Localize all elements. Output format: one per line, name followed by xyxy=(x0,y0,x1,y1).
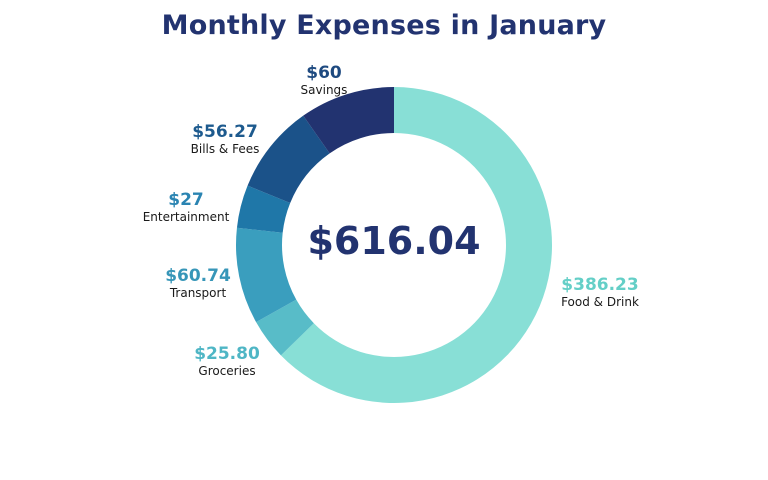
slice-groceries xyxy=(256,299,314,356)
total-amount: $616.04 xyxy=(307,219,480,263)
donut-slices xyxy=(236,87,552,403)
slice-value-label: $27 xyxy=(168,190,204,210)
slice-value-label: $25.80 xyxy=(194,344,260,364)
slice-category-label: Transport xyxy=(169,286,227,300)
slice-entertainment xyxy=(236,185,291,233)
chart-title: Monthly Expenses in January xyxy=(161,10,607,41)
slice-value-label: $60 xyxy=(306,63,342,83)
slice-category-label: Bills & Fees xyxy=(191,142,260,156)
slice-value-label: $56.27 xyxy=(192,122,258,142)
slice-category-label: Savings xyxy=(301,83,348,97)
slice-savings xyxy=(303,87,394,154)
slice-food-drink xyxy=(280,87,552,403)
slice-value-label: $60.74 xyxy=(165,266,231,286)
slice-bills-fees xyxy=(247,115,330,203)
slice-transport xyxy=(236,227,297,323)
slice-category-label: Entertainment xyxy=(143,210,230,224)
slice-category-label: Groceries xyxy=(198,364,255,378)
slice-value-label: $386.23 xyxy=(561,275,638,295)
slice-category-label: Food & Drink xyxy=(561,295,639,309)
